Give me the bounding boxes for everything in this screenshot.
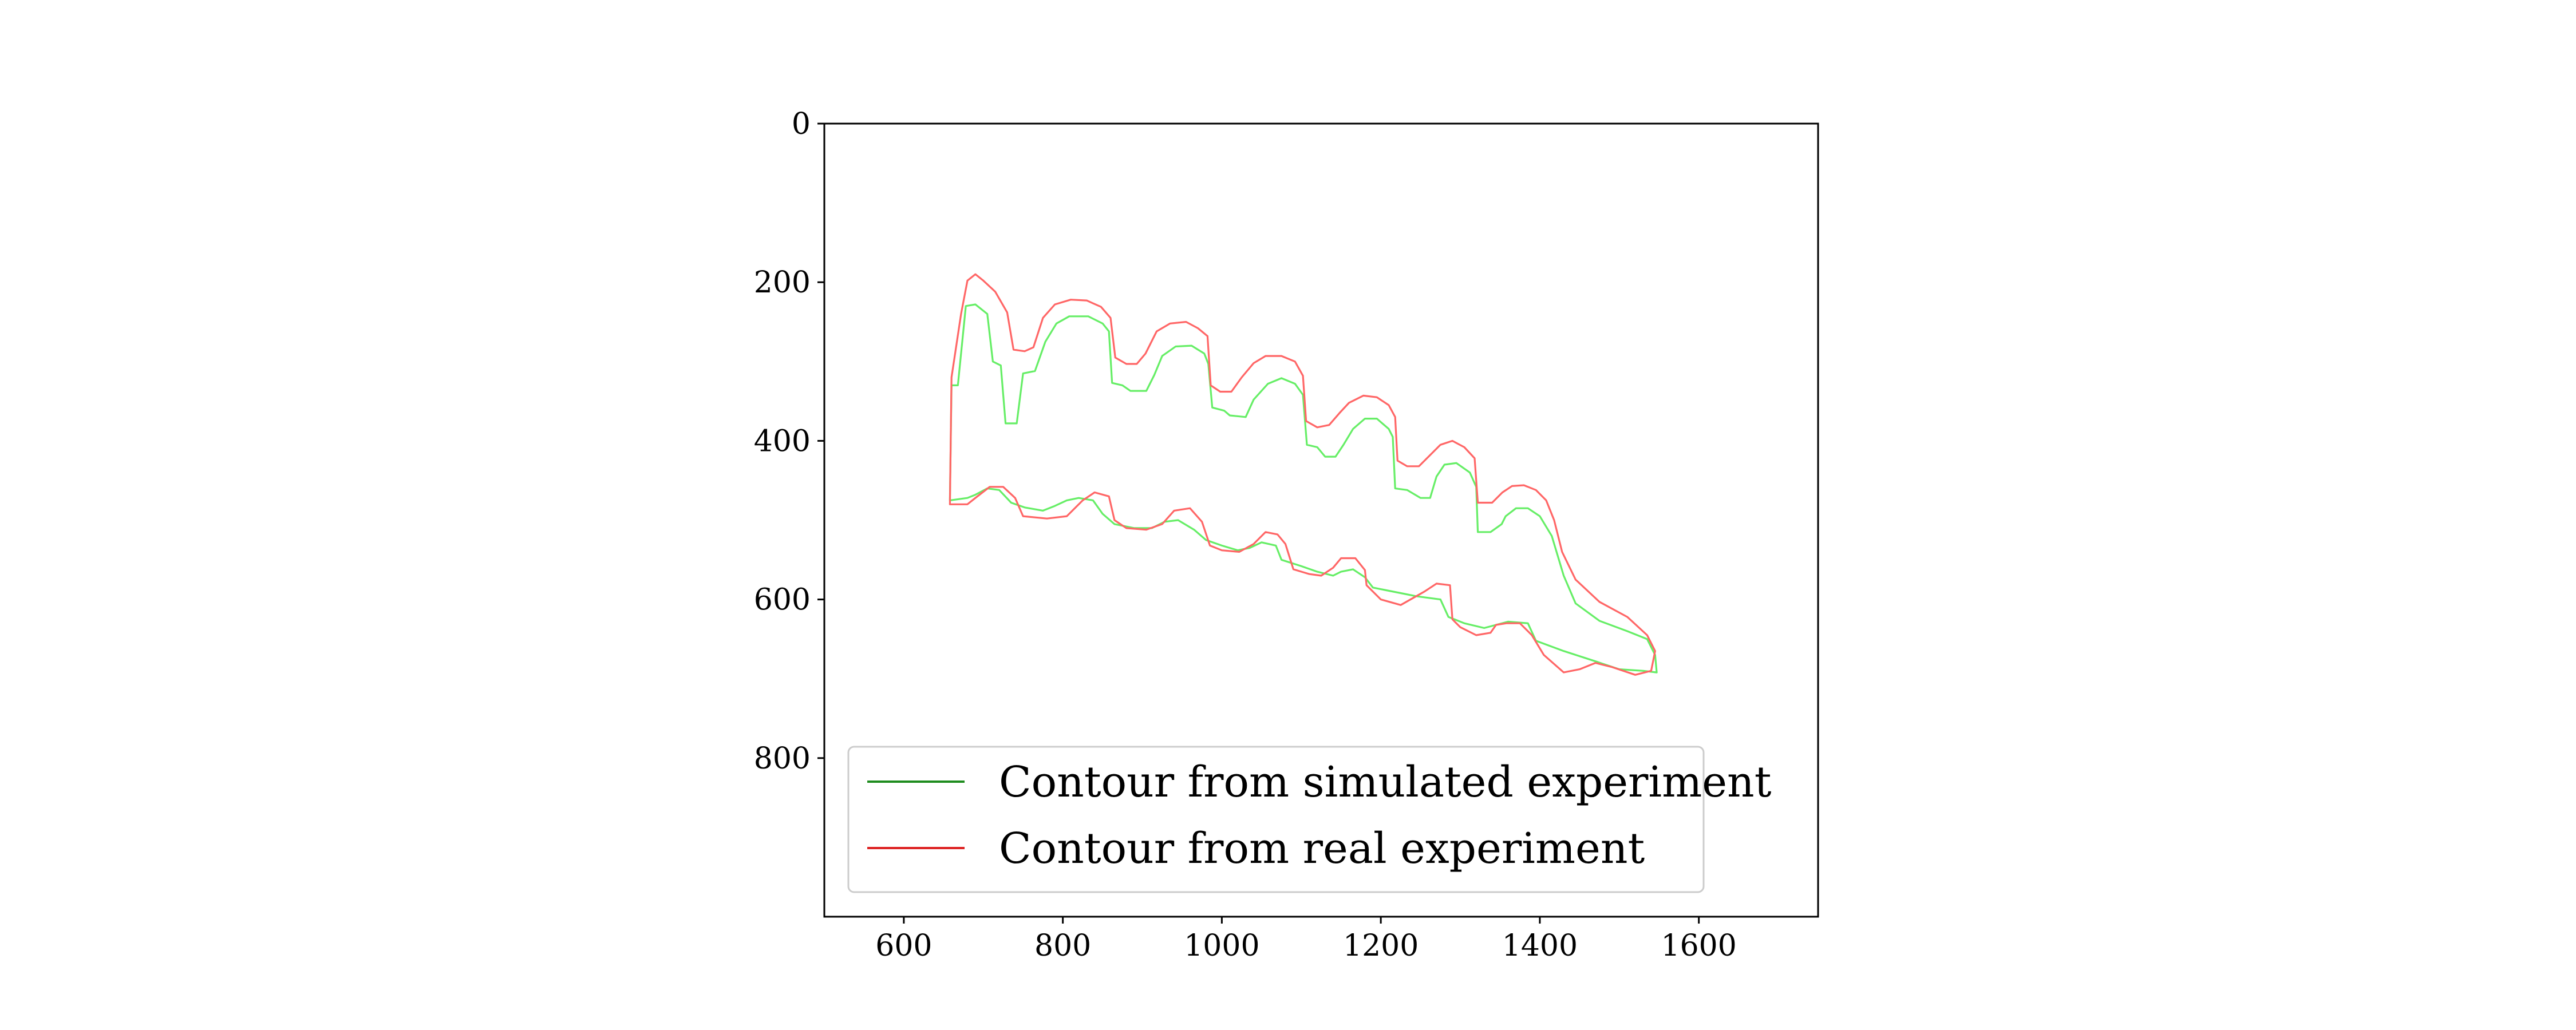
x-tick-label: 1200 (1343, 929, 1419, 963)
x-tick-label: 800 (1034, 929, 1091, 963)
x-axis-ticks: 600 800 1000 1200 1400 1600 (875, 917, 1737, 963)
legend: Contour from simulated experiment Contou… (847, 746, 1772, 893)
y-tick-label: 0 (792, 107, 811, 141)
x-tick-label: 1600 (1661, 929, 1737, 963)
legend-label-real: Contour from real experiment (999, 824, 1645, 873)
y-tick-label: 800 (754, 742, 811, 776)
y-tick-label: 600 (754, 583, 811, 617)
x-tick-label: 1000 (1184, 929, 1259, 963)
y-tick-label: 400 (754, 424, 811, 458)
legend-label-simulated: Contour from simulated experiment (999, 758, 1772, 807)
plot-area (949, 273, 1658, 676)
x-tick-label: 600 (875, 929, 932, 963)
legend-box (847, 746, 1705, 893)
y-axis-ticks: 0 200 400 600 800 (754, 107, 824, 776)
series-line-simulated (949, 303, 1658, 674)
x-tick-label: 1400 (1502, 929, 1578, 963)
series-line-real (949, 273, 1656, 676)
y-tick-label: 200 (754, 266, 811, 300)
